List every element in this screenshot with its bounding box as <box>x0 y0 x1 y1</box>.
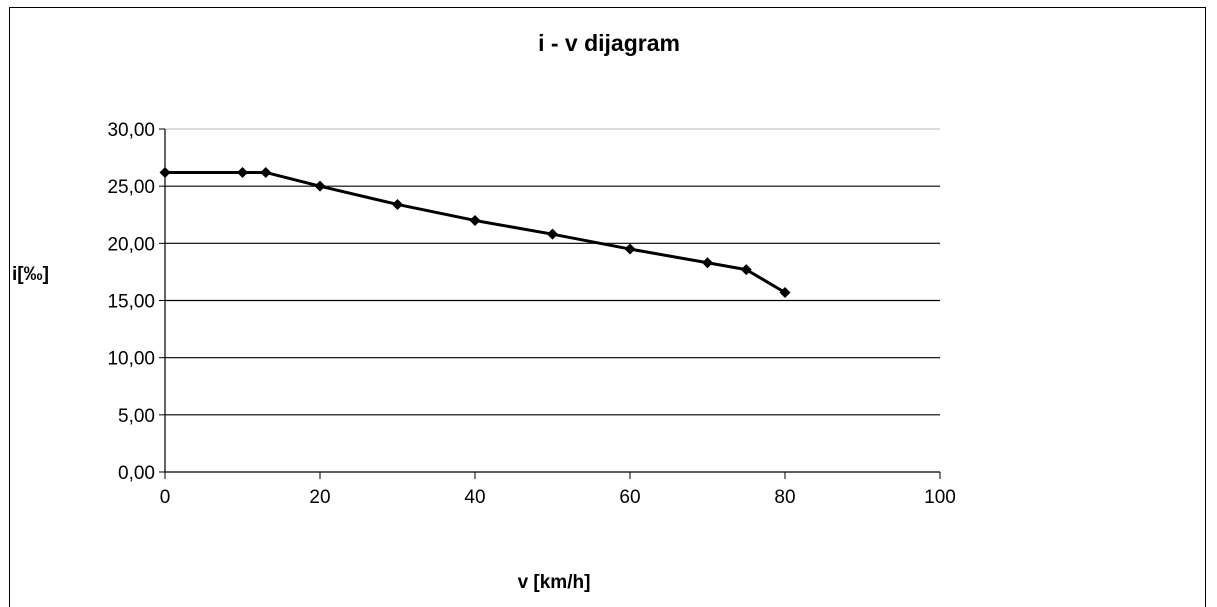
y-tick-label: 20,00 <box>107 234 155 255</box>
x-tick-label: 60 <box>619 487 640 508</box>
data-point <box>740 264 752 276</box>
chart-frame <box>9 7 1206 607</box>
y-tick-label: 15,00 <box>107 292 155 313</box>
axes <box>159 128 941 479</box>
data-point <box>702 257 713 269</box>
series-line <box>165 170 786 294</box>
x-tick-labels: 0 20 40 60 80 100 <box>160 487 956 508</box>
data-point <box>779 286 791 298</box>
y-tick-labels: 0,00 5,00 10,00 15,00 20,00 25,00 30,00 <box>107 120 155 484</box>
x-tick-label: 40 <box>464 487 485 508</box>
data-point <box>159 166 171 178</box>
y-tick-label: 5,00 <box>118 406 155 427</box>
x-axis-label: v [km/h] <box>518 572 591 593</box>
y-tick-label: 30,00 <box>107 120 155 141</box>
x-tick-label: 0 <box>160 487 171 508</box>
y-tick-label: 10,00 <box>107 349 155 370</box>
gridlines <box>165 128 940 416</box>
x-tick-label: 20 <box>309 487 330 508</box>
y-tick-label: 0,00 <box>118 463 155 484</box>
data-point <box>260 166 272 178</box>
data-point <box>547 228 558 240</box>
chart-title: i - v dijagram <box>538 30 680 56</box>
y-tick-label: 25,00 <box>107 177 155 198</box>
series <box>159 166 791 298</box>
data-point <box>237 166 248 178</box>
y-axis-label: i[‰] <box>12 264 49 285</box>
x-tick-label: 80 <box>774 487 795 508</box>
data-point <box>469 214 481 226</box>
x-tick-label: 100 <box>924 487 956 508</box>
data-point <box>392 198 403 210</box>
data-point <box>624 243 636 255</box>
data-point <box>314 180 326 192</box>
